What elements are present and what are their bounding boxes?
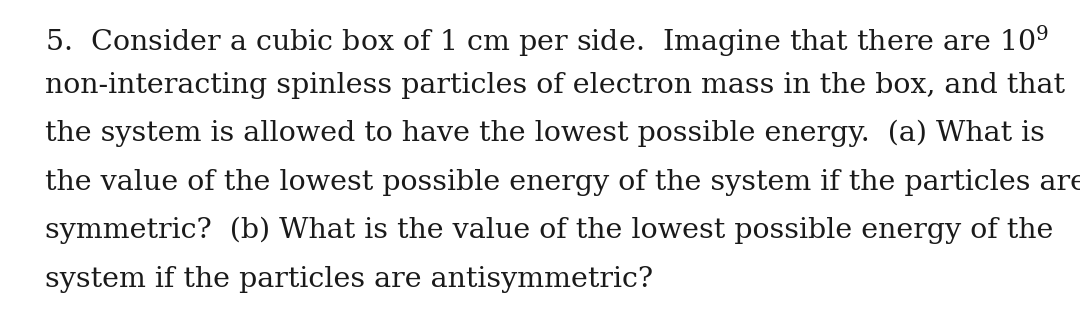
Text: the system is allowed to have the lowest possible energy.  (a) What is: the system is allowed to have the lowest… [45,120,1045,147]
Text: system if the particles are antisymmetric?: system if the particles are antisymmetri… [45,266,653,293]
Text: 5.  Consider a cubic box of 1 cm per side.  Imagine that there are 10$^9$: 5. Consider a cubic box of 1 cm per side… [45,23,1050,59]
Text: symmetric?  (b) What is the value of the lowest possible energy of the: symmetric? (b) What is the value of the … [45,217,1054,244]
Text: non-interacting spinless particles of electron mass in the box, and that: non-interacting spinless particles of el… [45,72,1065,98]
Text: the value of the lowest possible energy of the system if the particles are: the value of the lowest possible energy … [45,169,1080,195]
